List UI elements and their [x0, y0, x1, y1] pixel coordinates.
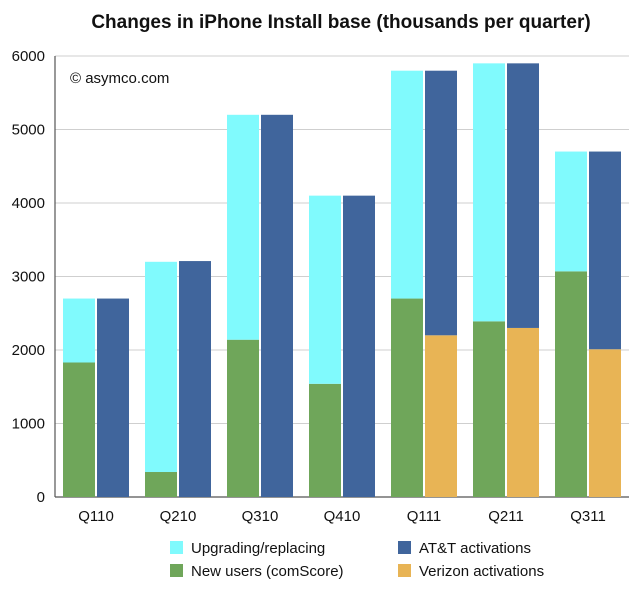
legend-swatch: [170, 541, 183, 554]
x-tick-label: Q110: [78, 508, 114, 525]
y-tick-label: 4000: [12, 195, 45, 212]
bar-verizon-activations-q211: [507, 327, 539, 497]
bar-new-users-comscore-q210: [145, 472, 177, 497]
x-tick-label: Q210: [160, 508, 197, 525]
bar-new-users-comscore-q410: [309, 383, 341, 497]
legend-label: AT&T activations: [419, 540, 531, 557]
bar-at-t-activations-q210: [179, 261, 211, 497]
y-tick-label: 1000: [12, 416, 45, 433]
y-tick-label: 2000: [12, 342, 45, 359]
legend-label: Upgrading/replacing: [191, 540, 325, 557]
bar-new-users-comscore-q310: [227, 339, 259, 497]
bar-at-t-activations-q211: [507, 63, 539, 328]
grid-layer: [55, 55, 629, 498]
y-tick-label: 6000: [12, 48, 45, 65]
bar-upgrading-replacing-q410: [309, 195, 341, 384]
bar-upgrading-replacing-q311: [555, 151, 587, 272]
y-tick-label: 0: [37, 489, 45, 506]
x-tick-label: Q111: [407, 508, 441, 525]
bars-layer: [63, 63, 621, 498]
x-tick-label: Q211: [488, 508, 524, 525]
y-tick-label: 3000: [12, 269, 45, 286]
legend-swatch: [170, 564, 183, 577]
copyright-annotation: © asymco.com: [70, 70, 169, 87]
legend-swatch: [398, 564, 411, 577]
bar-upgrading-replacing-q111: [391, 70, 423, 299]
bar-new-users-comscore-q211: [473, 321, 505, 497]
bar-at-t-activations-q310: [261, 114, 293, 498]
legend-label: New users (comScore): [191, 563, 344, 580]
x-tick-label: Q410: [324, 508, 361, 525]
legend: Upgrading/replacing AT&T activations New u…: [170, 540, 544, 580]
chart-title: Changes in iPhone Install base (thousand…: [91, 12, 590, 33]
axis-layer: 0 1000 2000 3000 4000 5000 6000 Q110 Q210 Q310 Q41…: [12, 48, 606, 525]
bar-at-t-activations-q110: [97, 298, 129, 497]
bar-at-t-activations-q311: [589, 151, 621, 350]
bar-at-t-activations-q111: [425, 70, 457, 336]
bar-new-users-comscore-q111: [391, 298, 423, 497]
x-tick-label: Q310: [242, 508, 279, 525]
bar-upgrading-replacing-q310: [227, 114, 259, 340]
bar-new-users-comscore-q110: [63, 362, 95, 497]
y-tick-label: 5000: [12, 122, 45, 139]
bar-new-users-comscore-q311: [555, 271, 587, 497]
legend-swatch: [398, 541, 411, 554]
legend-label: Verizon activations: [419, 563, 544, 580]
bar-upgrading-replacing-q211: [473, 63, 505, 322]
bar-verizon-activations-q111: [425, 335, 457, 497]
x-tick-label: Q311: [570, 508, 606, 525]
bar-upgrading-replacing-q110: [63, 298, 95, 363]
bar-verizon-activations-q311: [589, 349, 621, 497]
bar-at-t-activations-q410: [343, 195, 375, 497]
bar-upgrading-replacing-q210: [145, 261, 177, 473]
